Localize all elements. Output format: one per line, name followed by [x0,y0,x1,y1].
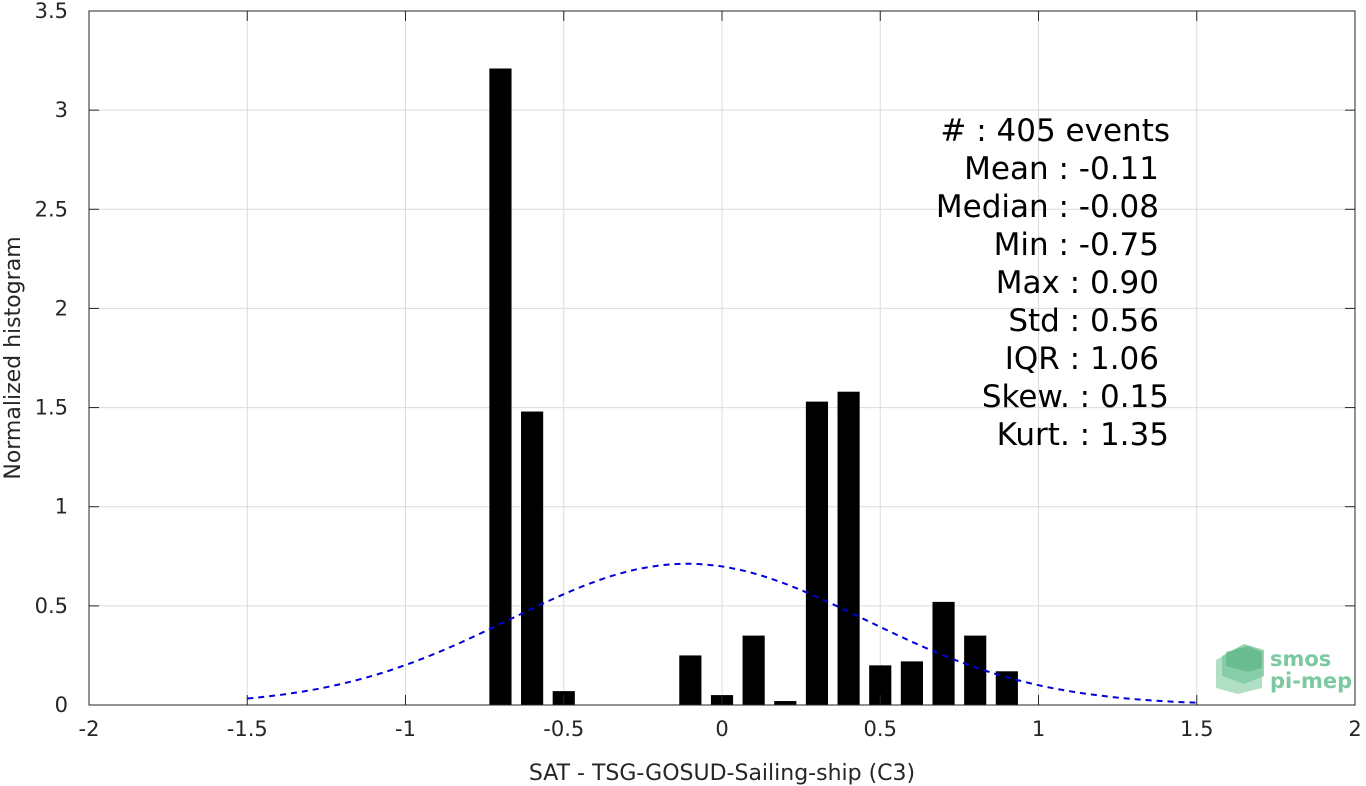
y-axis-label: Normalized histogram [1,236,26,479]
histogram-bar [489,68,512,705]
stat-iqr: IQR : 1.06 [1005,341,1159,377]
histogram-bar [869,665,892,705]
bars-group [489,68,1018,705]
x-tick-label: 2 [1348,717,1361,741]
x-tick-label: -1 [395,717,416,741]
histogram-bar [932,601,955,705]
tick-marks [88,10,1356,706]
histogram-bar [900,661,923,705]
histogram-bar [521,411,544,705]
stats-annotation: # : 405 events Mean : -0.11 Median : -0.… [936,113,1170,453]
normal-fit-curve [247,562,1197,704]
y-tick-label: 2.5 [35,197,68,221]
smos-pi-mep-logo: smos pi-mep [1216,644,1352,694]
histogram-bar [964,635,987,705]
stat-min: Min : -0.75 [994,227,1159,263]
logo-mark-icon [1216,644,1264,694]
y-tick-labels: 0 0.5 1 1.5 2 2.5 3 3.5 [35,0,68,717]
histogram-bar [679,655,702,705]
y-tick-label: 3.5 [35,0,68,23]
x-tick-label: 1 [1032,717,1045,741]
y-tick-label: 2 [55,296,68,320]
y-tick-label: 0.5 [35,594,68,618]
histogram-bar [742,635,765,705]
x-tick-labels: -2 -1.5 -1 -0.5 0 0.5 1 1.5 2 [79,717,1362,741]
logo-line1: smos [1270,647,1331,671]
histogram-bar [995,671,1018,705]
y-tick-label: 3 [55,98,68,122]
stat-skew: Skew. : 0.15 [982,379,1169,415]
y-tick-label: 1 [55,495,68,519]
y-tick-label: 0 [55,693,68,717]
stat-max: Max : 0.90 [996,265,1159,301]
x-tick-label: 0.5 [864,717,897,741]
y-tick-label: 1.5 [35,396,68,420]
x-tick-label: -2 [79,717,100,741]
stat-std: Std : 0.56 [1008,303,1159,339]
x-axis-label: SAT - TSG-GOSUD-Sailing-ship (C3) [529,761,915,786]
x-tick-label: 1.5 [1180,717,1213,741]
x-tick-label: 0 [715,717,728,741]
stat-mean: Mean : -0.11 [964,151,1159,187]
x-tick-label: -0.5 [543,717,584,741]
histogram-bar [837,391,860,705]
stat-count: # : 405 events [940,113,1170,149]
histogram-bar [805,401,829,705]
histogram-bar [774,701,797,705]
logo-line2: pi-mep [1270,669,1352,693]
stat-kurt: Kurt. : 1.35 [997,417,1169,453]
stat-median: Median : -0.08 [936,189,1159,225]
x-tick-label: -1.5 [227,717,268,741]
